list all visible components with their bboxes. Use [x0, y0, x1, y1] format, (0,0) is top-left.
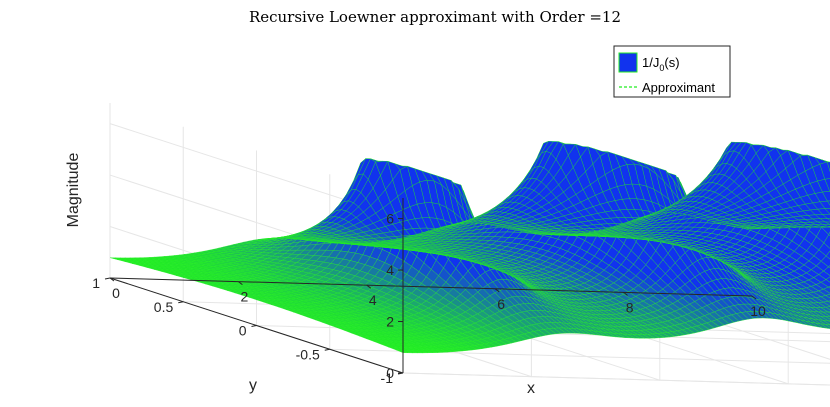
- gridline-floor-y: [402, 372, 830, 386]
- surface-patch: [827, 320, 830, 323]
- surface-plot: [109, 140, 830, 354]
